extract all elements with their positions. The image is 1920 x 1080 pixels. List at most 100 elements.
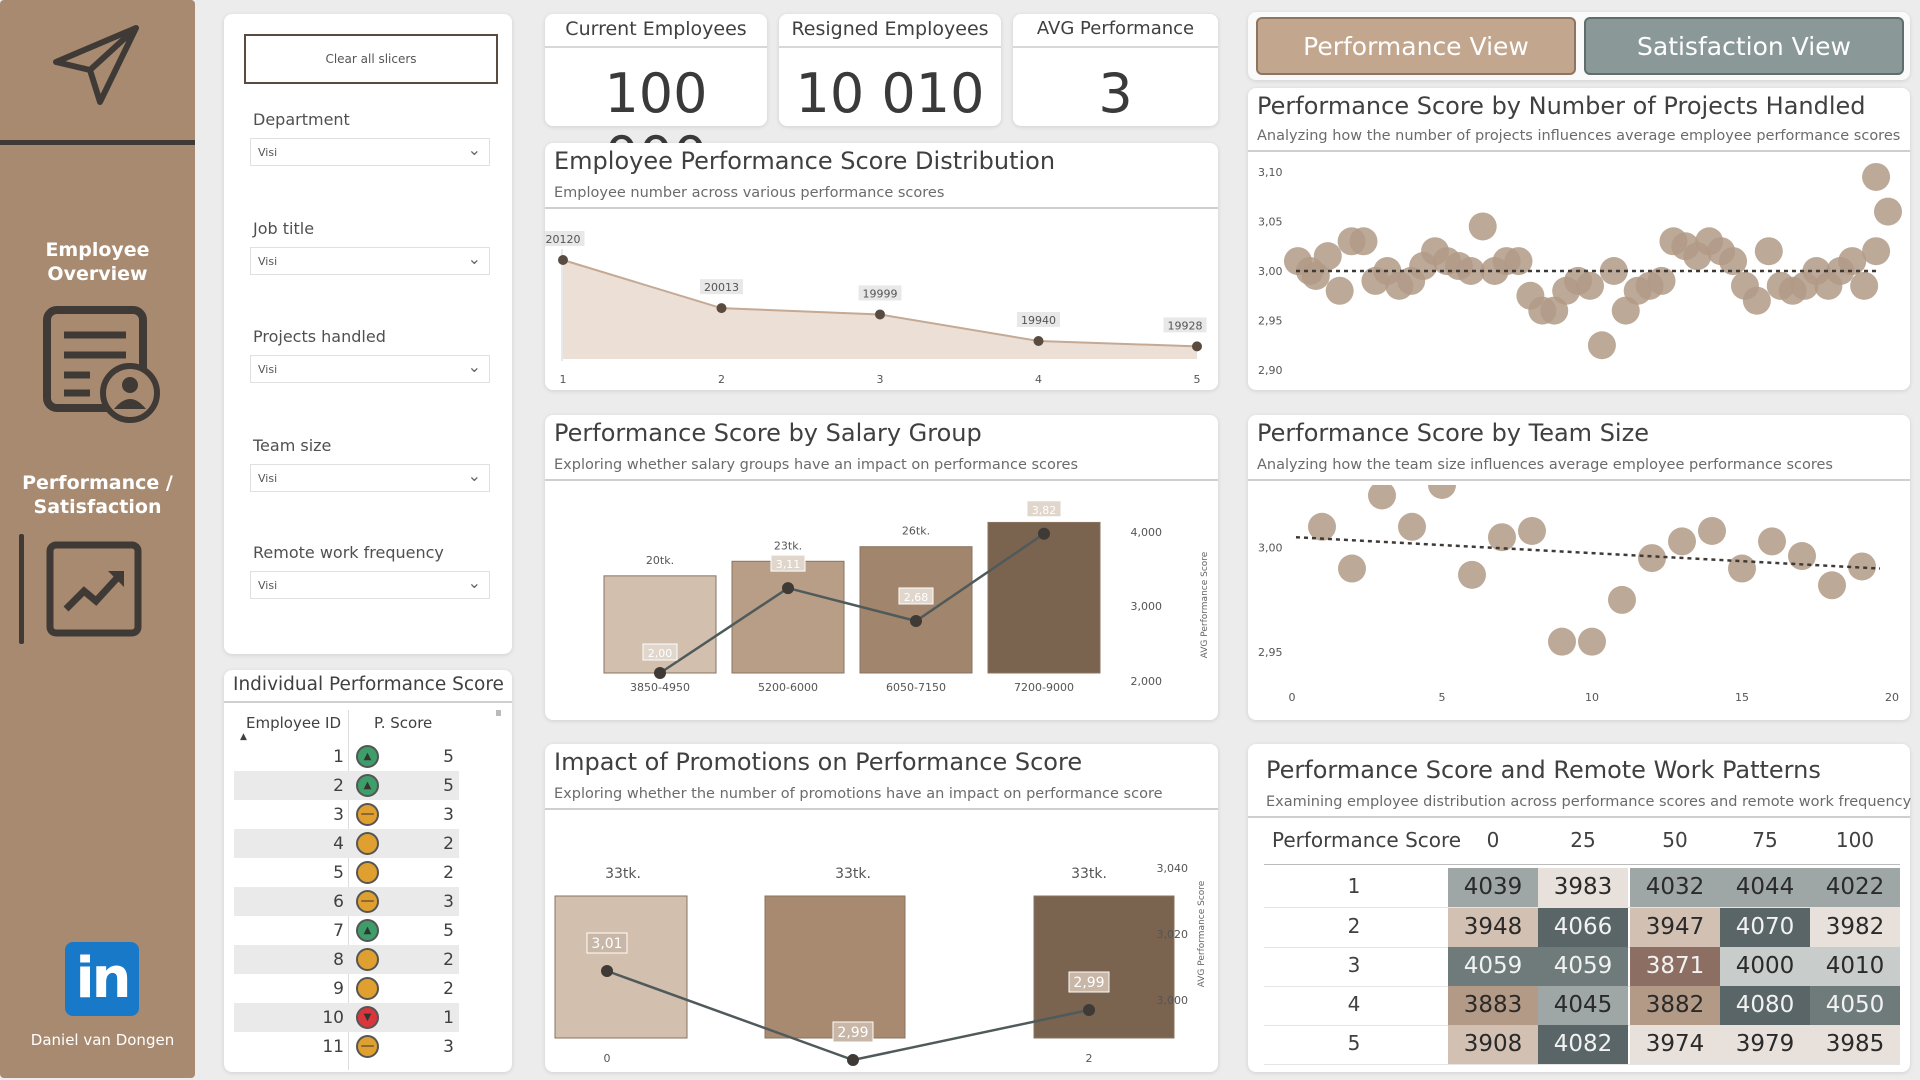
table-row[interactable]: 3 — 3 xyxy=(234,800,459,829)
nav-employee-overview-label[interactable]: Employee Overview xyxy=(45,239,150,285)
title-divider xyxy=(1248,816,1910,818)
x-tick-label: 1 xyxy=(560,373,567,386)
table-row[interactable]: 6 — 3 xyxy=(234,887,459,916)
data-label-bg xyxy=(700,279,743,295)
distribution-chart[interactable]: 20120 1 20013 2 19999 3 19940 4 19928 5 xyxy=(545,213,1218,388)
x-tick-label: 0 xyxy=(604,1052,611,1065)
heatmap-cell: 3983 xyxy=(1538,868,1628,907)
line-value-label: 3,82 xyxy=(1032,504,1057,517)
x-tick-label: 10 xyxy=(1404,386,1418,388)
promotions-chart[interactable]: 33tk.033tk.133tk.23,012,992,993,0403,020… xyxy=(545,814,1218,1070)
clear-slicers-button[interactable]: Clear all slicers xyxy=(244,34,498,84)
status-mid-icon: — xyxy=(356,1035,379,1058)
heatmap-col-header: 0 xyxy=(1486,828,1500,852)
employee-report-icon[interactable] xyxy=(42,305,160,423)
scatter-point xyxy=(1599,257,1628,285)
scatter-point xyxy=(1308,512,1336,541)
satisfaction-view-button[interactable]: Satisfaction View xyxy=(1584,17,1904,75)
x-tick-label: 0 xyxy=(1289,691,1296,704)
team-scatter-chart[interactable]: 0 5 10 15 20 3,00 2,95 xyxy=(1248,485,1910,717)
projects-panel: Performance Score by Number of Projects … xyxy=(1248,88,1910,390)
kpi-avg-performance: AVG Performance 3 xyxy=(1013,14,1218,126)
x-tick-label: 0 xyxy=(1289,386,1296,388)
send-icon[interactable] xyxy=(50,22,142,108)
y2-axis-title: AVG Performance Score xyxy=(1200,551,1210,658)
data-label-bg xyxy=(858,285,902,301)
line-value-label: 2,99 xyxy=(837,1025,868,1041)
distribution-title: Employee Performance Score Distribution xyxy=(554,147,1056,175)
trend-chart-icon[interactable] xyxy=(46,541,142,637)
heatmap-cell: 4000 xyxy=(1720,947,1810,986)
kpi-current-employees: Current Employees 100 000 xyxy=(545,14,767,188)
linkedin-icon[interactable]: in xyxy=(65,942,139,1016)
salary-subtitle: Exploring whether salary groups have an … xyxy=(554,457,1078,473)
y-tick-label: 2,95 xyxy=(1258,315,1283,328)
scrollbar[interactable] xyxy=(496,710,501,716)
projects-dropdown[interactable]: Visi ⌄ xyxy=(250,355,490,383)
status-dot-icon xyxy=(356,832,379,855)
line-label-bg xyxy=(1026,500,1062,518)
projects-title: Performance Score by Number of Projects … xyxy=(1257,92,1866,120)
heatmap-row-header: Performance Score xyxy=(1272,828,1462,852)
heatmap-col-header: 50 xyxy=(1662,828,1688,852)
heatmap-cell: 3979 xyxy=(1720,1025,1810,1064)
col-employee-id[interactable]: Employee ID xyxy=(246,714,342,732)
heatmap-row-label: 5 xyxy=(1347,1031,1361,1055)
heatmap-row-divider xyxy=(1264,1064,1900,1065)
salary-chart[interactable]: 20tk. 3850-4950 23tk. 5200-6000 26tk. 6050-71… xyxy=(545,485,1218,717)
table-row[interactable]: 1 ▲ 5 xyxy=(234,742,459,771)
status-mid-icon: — xyxy=(356,890,379,913)
employee-id: 9 xyxy=(333,979,344,999)
avg-score-line xyxy=(659,532,1045,675)
promotions-title: Impact of Promotions on Performance Scor… xyxy=(554,748,1083,776)
line-point xyxy=(910,614,922,627)
line-value-label: 3,11 xyxy=(776,558,801,571)
heatmap-cell: 4044 xyxy=(1720,868,1810,907)
status-up-icon: ▲ xyxy=(356,745,379,768)
line-label-bg xyxy=(832,1021,874,1043)
salary-title: Performance Score by Salary Group xyxy=(554,419,982,447)
y2-tick-label: 3,020 xyxy=(1157,928,1189,941)
table-row[interactable]: 11 — 3 xyxy=(234,1032,459,1061)
scatter-point xyxy=(1576,271,1604,300)
heatmap-cell: 4066 xyxy=(1538,908,1628,947)
title-divider xyxy=(224,701,512,703)
bar-value-label: 33tk. xyxy=(835,866,871,882)
performance-view-button[interactable]: Performance View xyxy=(1256,17,1576,75)
scatter-point xyxy=(1587,331,1616,360)
heatmap-row-label: 2 xyxy=(1347,914,1361,938)
distribution-subtitle: Employee number across various performan… xyxy=(554,185,945,201)
status-up-icon: ▲ xyxy=(356,774,379,797)
col-performance-score[interactable]: P. Score xyxy=(374,714,433,732)
table-row[interactable]: 7 ▲ 5 xyxy=(234,916,459,945)
scatter-point xyxy=(1647,266,1676,295)
scatter-point xyxy=(1368,485,1396,510)
job-title-dropdown[interactable]: Visi ⌄ xyxy=(250,247,490,275)
team-size-dropdown[interactable]: Visi ⌄ xyxy=(250,464,490,492)
projects-scatter-chart[interactable]: 0 10 20 30 40 50 3,10 3,05 3,00 2,95 2,90 xyxy=(1248,154,1910,388)
x-tick-label: 5 xyxy=(1439,691,1446,704)
employee-id: 6 xyxy=(333,892,344,912)
scatter-point xyxy=(1862,237,1891,266)
data-point xyxy=(1033,336,1044,346)
data-label: 20013 xyxy=(704,281,739,294)
line-point xyxy=(847,1054,859,1066)
table-row[interactable]: 2 ▲ 5 xyxy=(234,771,459,800)
department-dropdown[interactable]: Visi ⌄ xyxy=(250,138,490,166)
bar xyxy=(859,546,973,674)
slicer-label-team-size: Team size xyxy=(253,436,332,455)
nav-performance-satisfaction-label[interactable]: Performance / Satisfaction xyxy=(22,472,173,518)
kpi-title: Resigned Employees xyxy=(791,18,989,40)
table-row[interactable]: 10 ▼ 1 xyxy=(234,1003,459,1032)
kpi-title: Current Employees xyxy=(565,18,747,40)
remote-dropdown[interactable]: Visi ⌄ xyxy=(250,571,490,599)
projects-subtitle: Analyzing how the number of projects inf… xyxy=(1257,128,1901,144)
sort-ascending-icon: ▲ xyxy=(240,732,247,742)
status-dot-icon xyxy=(356,948,379,971)
bar xyxy=(987,521,1101,674)
data-point xyxy=(875,309,885,320)
